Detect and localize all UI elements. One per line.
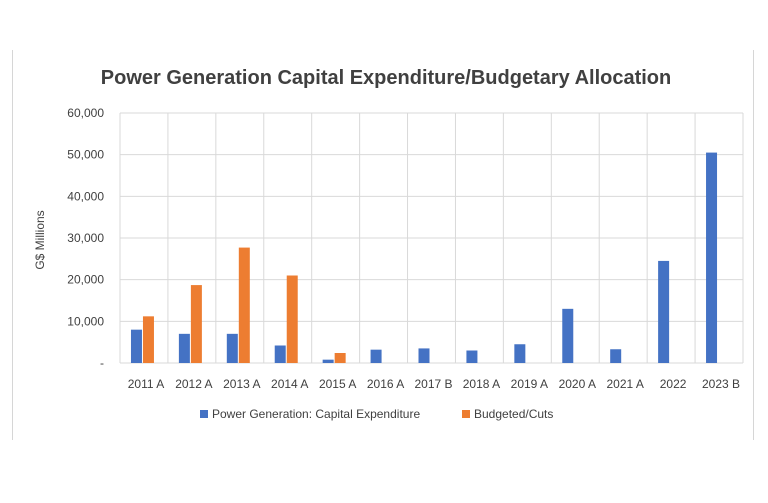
bar-budgeted-cuts: [286, 275, 298, 363]
legend-label: Budgeted/Cuts: [474, 407, 553, 421]
chart-frame: [12, 50, 754, 440]
bar-capital-expenditure: [322, 359, 334, 363]
y-axis-ticks: - 10,000 20,000 30,000 40,000 50,000 60,000: [67, 106, 104, 370]
bar-capital-expenditure: [610, 349, 622, 363]
bar-capital-expenditure: [370, 349, 382, 363]
x-tick-label: 2012 A: [175, 377, 212, 391]
bar-capital-expenditure: [274, 345, 286, 363]
x-tick-label: 2019 A: [511, 377, 548, 391]
y-axis-label: G$ Millions: [33, 210, 47, 269]
bars: [130, 152, 718, 363]
x-tick-label: 2020 A: [559, 377, 596, 391]
chart-title: Power Generation Capital Expenditure/Bud…: [101, 67, 671, 89]
legend-label: Power Generation: Capital Expenditure: [212, 407, 420, 421]
bar-capital-expenditure: [706, 152, 718, 363]
x-axis-ticks: 2011 A 2012 A 2013 A 2014 A 2015 A 2016 A 2017…: [128, 377, 740, 391]
x-tick-label: 2014 A: [271, 377, 308, 391]
gridlines: [119, 112, 744, 364]
y-tick-label: 20,000: [67, 273, 104, 287]
y-tick-label: -: [100, 356, 104, 370]
y-tick-label: 50,000: [67, 148, 104, 162]
x-tick-label: 2021 A: [607, 377, 644, 391]
bar-capital-expenditure: [658, 260, 670, 363]
legend: Power Generation: Capital Expenditure Bud…: [200, 407, 553, 421]
x-tick-label: 2018 A: [463, 377, 500, 391]
legend-swatch: [462, 410, 470, 418]
x-tick-label: 2013 A: [223, 377, 260, 391]
x-tick-label: 2022: [660, 377, 687, 391]
x-tick-label: 2016 A: [367, 377, 404, 391]
y-tick-label: 10,000: [67, 314, 104, 328]
x-tick-label: 2015 A: [319, 377, 356, 391]
x-tick-label: 2011 A: [128, 377, 164, 391]
bar-capital-expenditure: [562, 308, 574, 363]
bar-capital-expenditure: [514, 344, 526, 363]
x-tick-label: 2023 B: [702, 377, 740, 391]
y-tick-label: 30,000: [67, 231, 104, 245]
bar-capital-expenditure: [466, 350, 478, 363]
y-tick-label: 60,000: [67, 106, 104, 120]
bar-capital-expenditure: [418, 348, 430, 363]
legend-swatch: [200, 410, 208, 418]
bar-budgeted-cuts: [142, 316, 154, 363]
bar-capital-expenditure: [178, 333, 190, 363]
bar-budgeted-cuts: [238, 247, 250, 363]
x-tick-label: 2017 B: [414, 377, 452, 391]
bar-budgeted-cuts: [334, 353, 346, 363]
bar-capital-expenditure: [226, 333, 238, 363]
bar-budgeted-cuts: [190, 285, 202, 363]
bar-capital-expenditure: [130, 329, 142, 363]
y-tick-label: 40,000: [67, 189, 104, 203]
